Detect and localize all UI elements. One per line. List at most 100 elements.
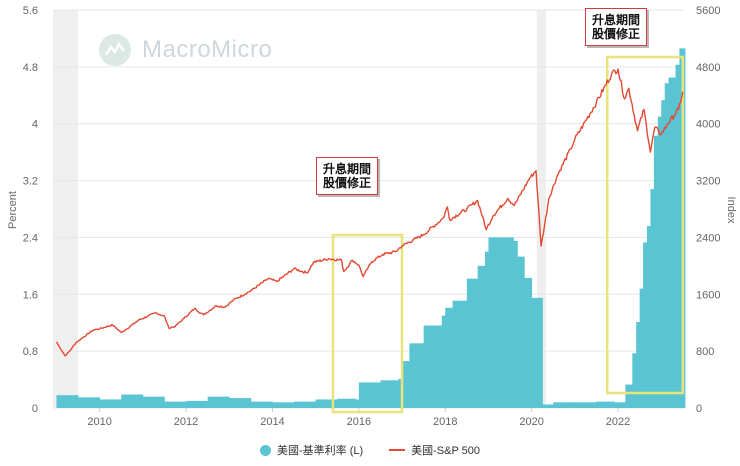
rate-bar	[596, 401, 615, 408]
rate-bar	[315, 399, 338, 408]
x-tick-label: 2012	[174, 416, 198, 428]
rate-bar	[553, 402, 576, 408]
rate-bar	[441, 315, 446, 408]
callout-line2: 股價修正	[323, 176, 372, 190]
rate-bar	[484, 251, 489, 408]
legend-label-rate: 美國-基準利率 (L)	[276, 445, 364, 457]
rate-bar	[636, 322, 641, 408]
callout-line1: 升息期間	[323, 162, 372, 176]
rate-bar	[650, 189, 655, 408]
rate-bar	[653, 135, 659, 408]
y-right-tick-label: 2400	[696, 232, 720, 244]
sp500-series-line	[55, 68, 684, 357]
y-left-tick-label: 0	[32, 403, 38, 415]
gridlines	[53, 9, 685, 409]
y-right-tick-label: 5600	[696, 5, 720, 17]
rate-bar	[99, 399, 122, 408]
rate-bar	[466, 278, 479, 408]
rate-bar	[207, 396, 230, 408]
chart-circle-icon	[99, 34, 131, 66]
legend: 美國-基準利率 (L) 美國-S&P 500	[0, 440, 740, 460]
highlight-box	[605, 55, 685, 395]
rate-bar	[646, 226, 651, 408]
rate-bar	[513, 240, 518, 408]
legend-item-sp500[interactable]: 美國-S&P 500	[389, 442, 480, 458]
x-tick-label: 2010	[87, 416, 111, 428]
y-left-tick-label: 5.6	[23, 5, 38, 17]
rate-bar	[657, 116, 662, 408]
legend-label-sp500: 美國-S&P 500	[411, 445, 481, 457]
y-left-tick-label: 0.8	[23, 346, 38, 358]
x-axis-ticks: 2010 2012 2014 2016 2018 2020 2022	[87, 408, 630, 428]
rate-bar	[538, 297, 543, 408]
rate-bar	[445, 307, 453, 408]
recession-band	[536, 10, 546, 408]
y-right-ticks: 0 800 1600 2400 3200 4000 4800 5600	[696, 5, 720, 415]
callout-line2: 股價修正	[592, 27, 641, 41]
rate-bar	[542, 404, 554, 408]
highlight-boxes	[331, 55, 685, 414]
callout-line1: 升息期間	[592, 13, 641, 27]
watermark-logo: MacroMicro	[98, 33, 272, 67]
rate-bar	[531, 297, 540, 408]
rate-bar	[398, 378, 403, 408]
highlight-box	[331, 233, 404, 414]
rate-bar	[664, 83, 669, 408]
rate-bar	[164, 401, 187, 408]
rate-bar	[668, 77, 676, 409]
rate-bar	[675, 64, 680, 408]
x-tick-label: 2014	[260, 416, 284, 428]
x-tick-label: 2018	[433, 416, 457, 428]
y-left-tick-label: 4	[32, 119, 38, 131]
y-left-ticks: 0 0.8 1.6 2.4 3.2 4 4.8 5.6	[23, 5, 38, 415]
x-tick-label: 2020	[519, 416, 543, 428]
y-right-tick-label: 1600	[696, 289, 720, 301]
legend-item-rate[interactable]: 美國-基準利率 (L)	[259, 442, 364, 458]
rate-bar	[250, 401, 273, 408]
x-tick-label: 2022	[606, 416, 630, 428]
rate-bar	[402, 361, 410, 408]
rate-bar	[229, 398, 252, 408]
annotation-callout-2016: 升息期間 股價修正	[316, 157, 379, 195]
circle-marker-icon	[259, 444, 271, 456]
rate-bar	[632, 353, 637, 408]
y-left-axis-title: Percent	[7, 191, 19, 229]
rate-bar	[121, 394, 144, 408]
rate-bar	[452, 300, 468, 408]
rate-bars	[56, 48, 686, 409]
y-right-axis-title: Index	[725, 197, 737, 224]
rate-bar	[337, 398, 356, 408]
rate-bar	[574, 402, 597, 408]
rate-bar	[488, 237, 514, 408]
rate-bar	[477, 265, 486, 408]
rate-bar	[380, 380, 399, 408]
y-left-tick-label: 2.4	[23, 232, 38, 244]
rate-bar	[294, 401, 317, 408]
rate-bar	[272, 402, 295, 408]
y-left-tick-label: 4.8	[23, 62, 38, 74]
rate-bar	[355, 399, 360, 408]
rate-bar	[56, 395, 79, 408]
rate-bar	[614, 402, 626, 408]
y-right-tick-label: 4800	[696, 62, 720, 74]
rate-bar	[661, 100, 666, 408]
y-left-tick-label: 1.6	[23, 289, 38, 301]
sp500-line	[55, 68, 684, 357]
rate-bar	[625, 384, 633, 408]
y-right-tick-label: 800	[696, 346, 714, 358]
rate-bar	[186, 400, 209, 408]
line-marker-icon	[389, 449, 406, 451]
rate-bar	[409, 343, 425, 408]
watermark-brand: MacroMicro	[142, 36, 273, 63]
y-left-tick-label: 3.2	[23, 176, 38, 188]
rate-bar	[78, 397, 101, 408]
y-right-tick-label: 0	[696, 403, 702, 415]
rate-bar	[524, 277, 533, 408]
rate-bar	[358, 382, 381, 408]
rate-bar	[517, 256, 525, 408]
rate-bar	[142, 396, 165, 408]
rate-bar	[423, 325, 443, 408]
rate-bar	[643, 242, 648, 408]
y-right-tick-label: 3200	[696, 176, 720, 188]
